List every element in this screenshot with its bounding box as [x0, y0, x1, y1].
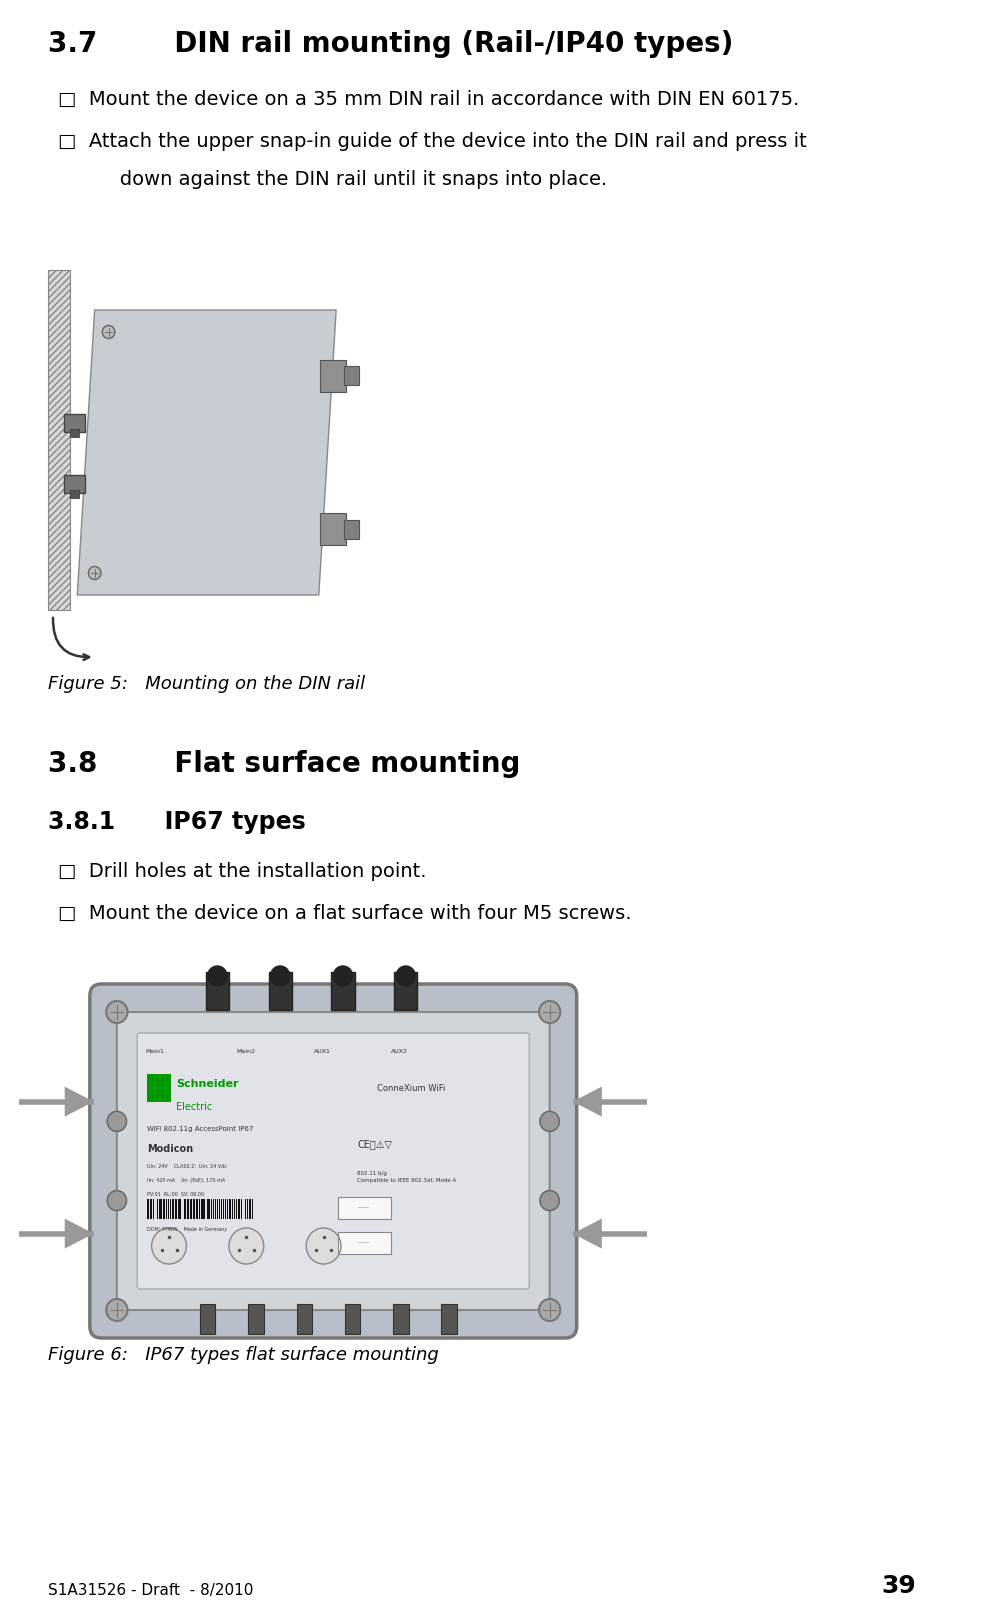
Polygon shape [573, 1218, 602, 1249]
Text: down against the DIN rail until it snaps into place.: down against the DIN rail until it snaps… [101, 170, 607, 190]
Bar [190, 1199, 192, 1218]
Bar [344, 366, 359, 386]
FancyBboxPatch shape [138, 1034, 530, 1290]
Bar [168, 1199, 169, 1218]
Circle shape [151, 1228, 187, 1264]
Circle shape [107, 1191, 127, 1210]
Circle shape [107, 1111, 127, 1131]
Bar [163, 1199, 165, 1218]
Text: DOM: YYWW    Made in Germany: DOM: YYWW Made in Germany [146, 1226, 227, 1231]
Text: 3.8        Flat surface mounting: 3.8 Flat surface mounting [48, 750, 521, 778]
Polygon shape [65, 1218, 93, 1249]
Text: Main2: Main2 [237, 1050, 256, 1055]
Bar [208, 1199, 210, 1218]
Bar [200, 1304, 215, 1333]
Bar [249, 1304, 263, 1333]
Polygon shape [573, 1087, 602, 1116]
Bar [172, 1199, 174, 1218]
Text: Main1: Main1 [145, 1050, 164, 1055]
Bar [193, 1199, 195, 1218]
Text: 3.8.1      IP67 types: 3.8.1 IP67 types [48, 810, 306, 834]
Text: Figure 5:   Mounting on the DIN rail: Figure 5: Mounting on the DIN rail [48, 676, 366, 693]
Bar [345, 1304, 361, 1333]
FancyBboxPatch shape [89, 983, 577, 1338]
Circle shape [540, 1111, 559, 1131]
Circle shape [229, 1228, 263, 1264]
Circle shape [270, 966, 290, 987]
Circle shape [106, 1001, 128, 1022]
Bar [238, 1199, 240, 1218]
Polygon shape [78, 309, 336, 595]
Bar [320, 514, 346, 546]
Text: 39: 39 [881, 1575, 916, 1597]
Bar [48, 271, 70, 611]
Polygon shape [65, 1087, 93, 1116]
Text: Uin: 24V    CLASS 2:  Uin: 24 Vdc: Uin: 24V CLASS 2: Uin: 24 Vdc [146, 1165, 227, 1170]
Text: Schneider: Schneider [176, 1079, 238, 1089]
Text: ------: ------ [358, 1205, 371, 1210]
Text: AUX2: AUX2 [391, 1050, 408, 1055]
Circle shape [307, 1228, 341, 1264]
Bar [188, 1199, 189, 1218]
Bar [146, 1199, 149, 1218]
Text: Electric: Electric [176, 1102, 212, 1111]
Text: 3.7        DIN rail mounting (Rail-/IP40 types): 3.7 DIN rail mounting (Rail-/IP40 types) [48, 31, 733, 58]
Bar [196, 1199, 198, 1218]
Bar [245, 1199, 246, 1218]
Bar [297, 1304, 312, 1333]
Text: S1A31526 - Draft  - 8/2010: S1A31526 - Draft - 8/2010 [48, 1583, 254, 1597]
Text: AUX1: AUX1 [314, 1050, 331, 1055]
Bar [205, 972, 229, 1009]
Circle shape [102, 326, 115, 339]
Bar [70, 491, 79, 499]
Bar [236, 1199, 237, 1218]
Circle shape [207, 966, 227, 987]
Bar [178, 1199, 180, 1218]
Text: □  Drill holes at the installation point.: □ Drill holes at the installation point. [58, 862, 427, 881]
Bar [229, 1199, 231, 1218]
Text: □  Mount the device on a 35 mm DIN rail in accordance with DIN EN 60175.: □ Mount the device on a 35 mm DIN rail i… [58, 91, 799, 109]
Bar [320, 360, 346, 392]
Bar [146, 1074, 171, 1102]
Circle shape [540, 1191, 559, 1210]
Bar [344, 520, 359, 539]
Bar [394, 972, 418, 1009]
Bar [149, 1199, 151, 1218]
Text: CEⓆ⚠▽: CEⓆ⚠▽ [358, 1139, 392, 1149]
Bar [214, 1199, 216, 1218]
Text: PV:01  RL:00  SV: 08.00: PV:01 RL:00 SV: 08.00 [146, 1192, 203, 1197]
Bar [393, 1304, 409, 1333]
Text: □  Attach the upper snap-in guide of the device into the DIN rail and press it: □ Attach the upper snap-in guide of the … [58, 131, 807, 151]
Bar [64, 415, 85, 433]
Bar [184, 1199, 186, 1218]
Circle shape [539, 1001, 560, 1022]
Text: ------: ------ [358, 1241, 371, 1246]
Bar [441, 1304, 457, 1333]
Circle shape [539, 1299, 560, 1320]
Text: □  Mount the device on a flat surface with four M5 screws.: □ Mount the device on a flat surface wit… [58, 904, 631, 923]
Bar [70, 429, 79, 437]
Circle shape [88, 567, 101, 580]
Bar [203, 1199, 205, 1218]
Circle shape [106, 1299, 128, 1320]
Bar [156, 1199, 158, 1218]
Text: Modicon: Modicon [146, 1144, 193, 1153]
Bar [201, 1199, 202, 1218]
Bar [331, 972, 355, 1009]
Bar [159, 1199, 161, 1218]
Text: Iin: 420 mA    Iin: (PoE): 170 mA: Iin: 420 mA Iin: (PoE): 170 mA [146, 1178, 225, 1183]
Text: Figure 6:   IP67 types flat surface mounting: Figure 6: IP67 types flat surface mounti… [48, 1346, 439, 1364]
Text: 802.11 b/g
Compatible to IEEE 802.3af, Mode A: 802.11 b/g Compatible to IEEE 802.3af, M… [358, 1171, 457, 1183]
Bar [249, 1199, 251, 1218]
Bar [268, 972, 292, 1009]
Circle shape [333, 966, 353, 987]
Text: WiFi 802.11g AccessPoint IP67: WiFi 802.11g AccessPoint IP67 [146, 1126, 254, 1132]
Bar [170, 1199, 171, 1218]
Bar [338, 1197, 391, 1218]
Bar [64, 475, 85, 492]
Bar [338, 1231, 391, 1254]
Circle shape [396, 966, 416, 987]
FancyBboxPatch shape [117, 1012, 549, 1311]
Text: ConneXium WiFi: ConneXium WiFi [376, 1084, 445, 1094]
